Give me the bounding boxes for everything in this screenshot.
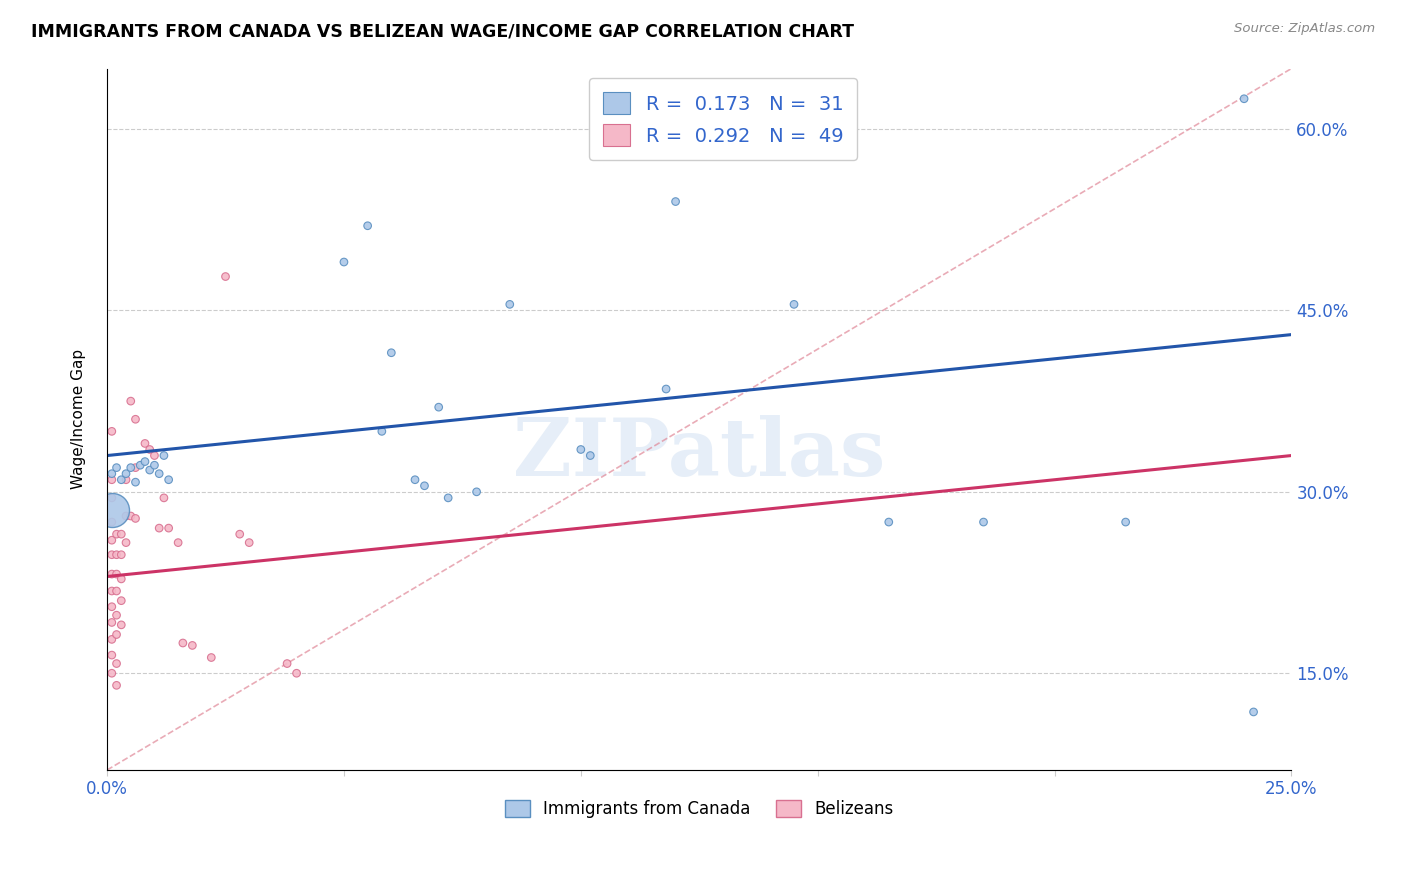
Point (1115, 515, 1137, 529)
Point (124, 460, 146, 475)
Point (101, 473, 124, 487)
Point (101, 666, 124, 681)
Point (153, 449, 176, 463)
Point (214, 269, 236, 284)
Point (124, 511, 146, 525)
Point (499, 297, 522, 311)
Point (101, 615, 124, 630)
Point (110, 548, 132, 562)
Point (110, 527, 132, 541)
Point (105, 627, 128, 641)
Point (427, 400, 450, 414)
Point (134, 436, 156, 450)
Point (101, 467, 124, 481)
Point (167, 535, 190, 549)
Point (157, 473, 180, 487)
Point (110, 572, 132, 586)
Point (148, 467, 170, 481)
Point (120, 460, 142, 475)
Point (404, 473, 426, 487)
Point (655, 382, 678, 396)
Point (437, 491, 460, 505)
Point (101, 648, 124, 662)
Point (115, 473, 138, 487)
Point (380, 345, 402, 359)
Point (143, 449, 166, 463)
Legend: Immigrants from Canada, Belizeans: Immigrants from Canada, Belizeans (499, 793, 900, 825)
Point (1243, 705, 1265, 719)
Point (285, 666, 308, 681)
Point (371, 425, 394, 439)
Point (110, 473, 132, 487)
Point (101, 632, 124, 647)
Point (148, 521, 170, 535)
Point (101, 491, 124, 505)
Point (229, 527, 252, 541)
Point (101, 503, 124, 517)
Point (157, 521, 180, 535)
Point (172, 636, 194, 650)
Point (664, 194, 686, 209)
Point (105, 527, 128, 541)
Text: IMMIGRANTS FROM CANADA VS BELIZEAN WAGE/INCOME GAP CORRELATION CHART: IMMIGRANTS FROM CANADA VS BELIZEAN WAGE/… (31, 22, 853, 40)
Point (200, 650, 222, 665)
Point (105, 608, 128, 623)
Point (105, 460, 128, 475)
Text: ZIPatlas: ZIPatlas (513, 416, 886, 493)
Point (124, 475, 146, 490)
Point (101, 548, 124, 562)
Point (105, 548, 128, 562)
Point (101, 425, 124, 439)
Point (105, 657, 128, 671)
Point (143, 458, 166, 473)
Point (134, 454, 156, 468)
Point (413, 479, 436, 493)
Point (101, 567, 124, 582)
Point (101, 515, 124, 529)
Point (138, 463, 160, 477)
Point (138, 442, 160, 457)
Point (238, 535, 260, 549)
Point (783, 297, 806, 311)
Point (356, 219, 378, 233)
Point (579, 449, 602, 463)
Point (110, 593, 132, 607)
Point (101, 599, 124, 614)
Point (973, 515, 995, 529)
Point (101, 584, 124, 599)
Point (110, 618, 132, 632)
Point (333, 255, 356, 269)
Point (115, 535, 138, 549)
Point (120, 394, 142, 409)
Point (569, 442, 592, 457)
Point (877, 515, 900, 529)
Point (120, 508, 142, 523)
Text: Source: ZipAtlas.com: Source: ZipAtlas.com (1234, 22, 1375, 36)
Point (276, 657, 298, 671)
Point (105, 567, 128, 582)
Point (105, 584, 128, 599)
Point (115, 467, 138, 481)
Point (1233, 92, 1256, 106)
Point (115, 508, 138, 523)
Y-axis label: Wage/Income Gap: Wage/Income Gap (72, 349, 86, 490)
Point (153, 491, 176, 505)
Point (129, 458, 152, 473)
Point (465, 484, 488, 499)
Point (101, 533, 124, 548)
Point (124, 412, 146, 426)
Point (105, 678, 128, 692)
Point (181, 639, 204, 653)
